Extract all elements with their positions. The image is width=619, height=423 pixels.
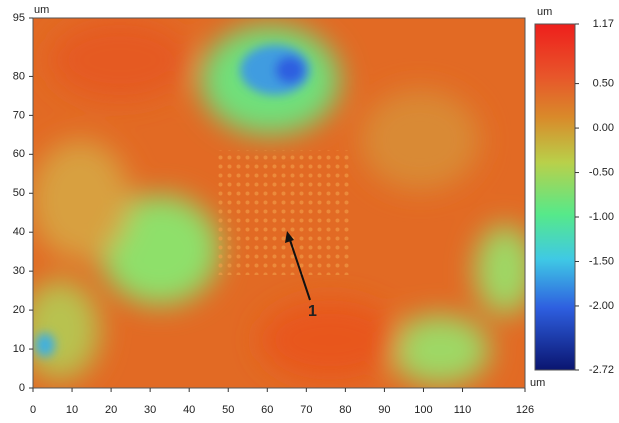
x-tick-label: 90 <box>378 404 390 416</box>
x-tick-label: 0 <box>30 404 36 416</box>
y-tick-label: 30 <box>13 265 25 277</box>
colorbar-tick-label: 1.17 <box>593 18 614 30</box>
x-tick-label: 80 <box>339 404 351 416</box>
y-tick-label: 20 <box>13 304 25 316</box>
x-tick-label: 126 <box>516 404 534 416</box>
y-tick-label: 95 <box>13 12 25 24</box>
colorbar-tick-label: -0.50 <box>589 166 614 178</box>
annotation: 1 <box>308 303 317 320</box>
x-tick-label: 20 <box>105 404 117 416</box>
x-tick-label: 60 <box>261 404 273 416</box>
y-tick-label: 50 <box>13 187 25 199</box>
x-tick-label: 10 <box>66 404 78 416</box>
colorbar-tick-label: -2.00 <box>589 300 614 312</box>
y-tick-label: 80 <box>13 70 25 82</box>
x-tick-label: 50 <box>222 404 234 416</box>
height-map <box>20 18 535 388</box>
x-unit: um <box>530 377 545 389</box>
x-tick-label: 40 <box>183 404 195 416</box>
x-tick-label: 110 <box>454 404 472 416</box>
chart: um um um 1 01020304050607080901001101260… <box>0 0 619 423</box>
y-tick-label: 40 <box>13 226 25 238</box>
colorbar-unit: um <box>537 6 552 18</box>
y-unit: um <box>34 4 49 16</box>
colorbar-tick-label: 0.00 <box>593 122 614 134</box>
colorbar-tick-label: -1.00 <box>589 211 614 223</box>
y-tick-label: 0 <box>19 382 25 394</box>
x-tick-label: 30 <box>144 404 156 416</box>
colorbar <box>535 24 575 370</box>
y-tick-label: 60 <box>13 148 25 160</box>
colorbar-tick-label: -2.72 <box>589 364 614 376</box>
y-tick-label: 10 <box>13 343 25 355</box>
colorbar-tick-label: -1.50 <box>589 255 614 267</box>
y-tick-label: 70 <box>13 109 25 121</box>
x-tick-label: 70 <box>300 404 312 416</box>
colorbar-tick-label: 0.50 <box>593 78 614 90</box>
x-tick-label: 100 <box>414 404 432 416</box>
